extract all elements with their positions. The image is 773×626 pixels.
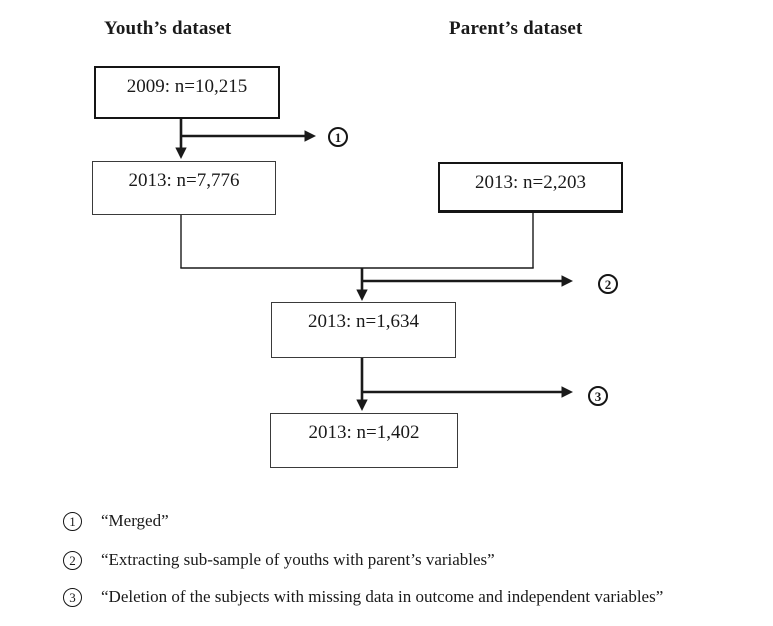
arrowhead-down-2013 [175,147,187,159]
step-2-digit: 2 [604,276,612,292]
footnote-2-text: “Extracting sub-sample of youths with pa… [101,550,495,569]
footnote-3: 3 “Deletion of the subjects with missing… [63,587,663,607]
footnote-1: 1 “Merged” [63,511,169,531]
arrowhead-right-step3 [561,386,573,398]
step-1-marker: 1 [328,127,348,147]
parent-dataset-header: Parent’s dataset [449,18,583,39]
step-1-digit: 1 [334,129,342,145]
box-parent-2013-label: 2013: n=2,203 [475,172,586,193]
box-merged-2013: 2013: n=1,634 [271,302,456,358]
footnote-3-text: “Deletion of the subjects with missing d… [101,587,664,606]
footnote-1-marker: 1 [63,511,82,531]
box-youth-2009: 2009: n=10,215 [94,66,280,119]
box-youth-2013-label: 2013: n=7,776 [128,170,240,191]
box-merged-2013-label: 2013: n=1,634 [308,311,419,332]
youth-dataset-header: Youth’s dataset [104,18,232,39]
footnote-2-digit: 2 [69,552,76,568]
footnote-1-text: “Merged” [101,511,169,530]
arrowhead-down-1634 [356,289,368,301]
footnote-2-marker: 2 [63,550,82,570]
footnote-2: 2 “Extracting sub-sample of youths with … [63,550,495,570]
footnote-1-digit: 1 [69,513,76,529]
step-3-digit: 3 [594,388,602,404]
box-youth-2009-label: 2009: n=10,215 [126,76,248,97]
arrowhead-right-step2 [561,275,573,287]
footnote-3-digit: 3 [69,589,76,605]
box-final-2013: 2013: n=1,402 [270,413,458,468]
arrowhead-right-step1 [304,130,316,142]
box-youth-2013: 2013: n=7,776 [92,161,276,215]
box-final-2013-label: 2013: n=1,402 [308,422,420,443]
footnote-3-marker: 3 [63,587,82,607]
arrowhead-down-1402 [356,399,368,411]
step-2-marker: 2 [598,274,618,294]
box-parent-2013: 2013: n=2,203 [438,162,623,213]
step-3-marker: 3 [588,386,608,406]
